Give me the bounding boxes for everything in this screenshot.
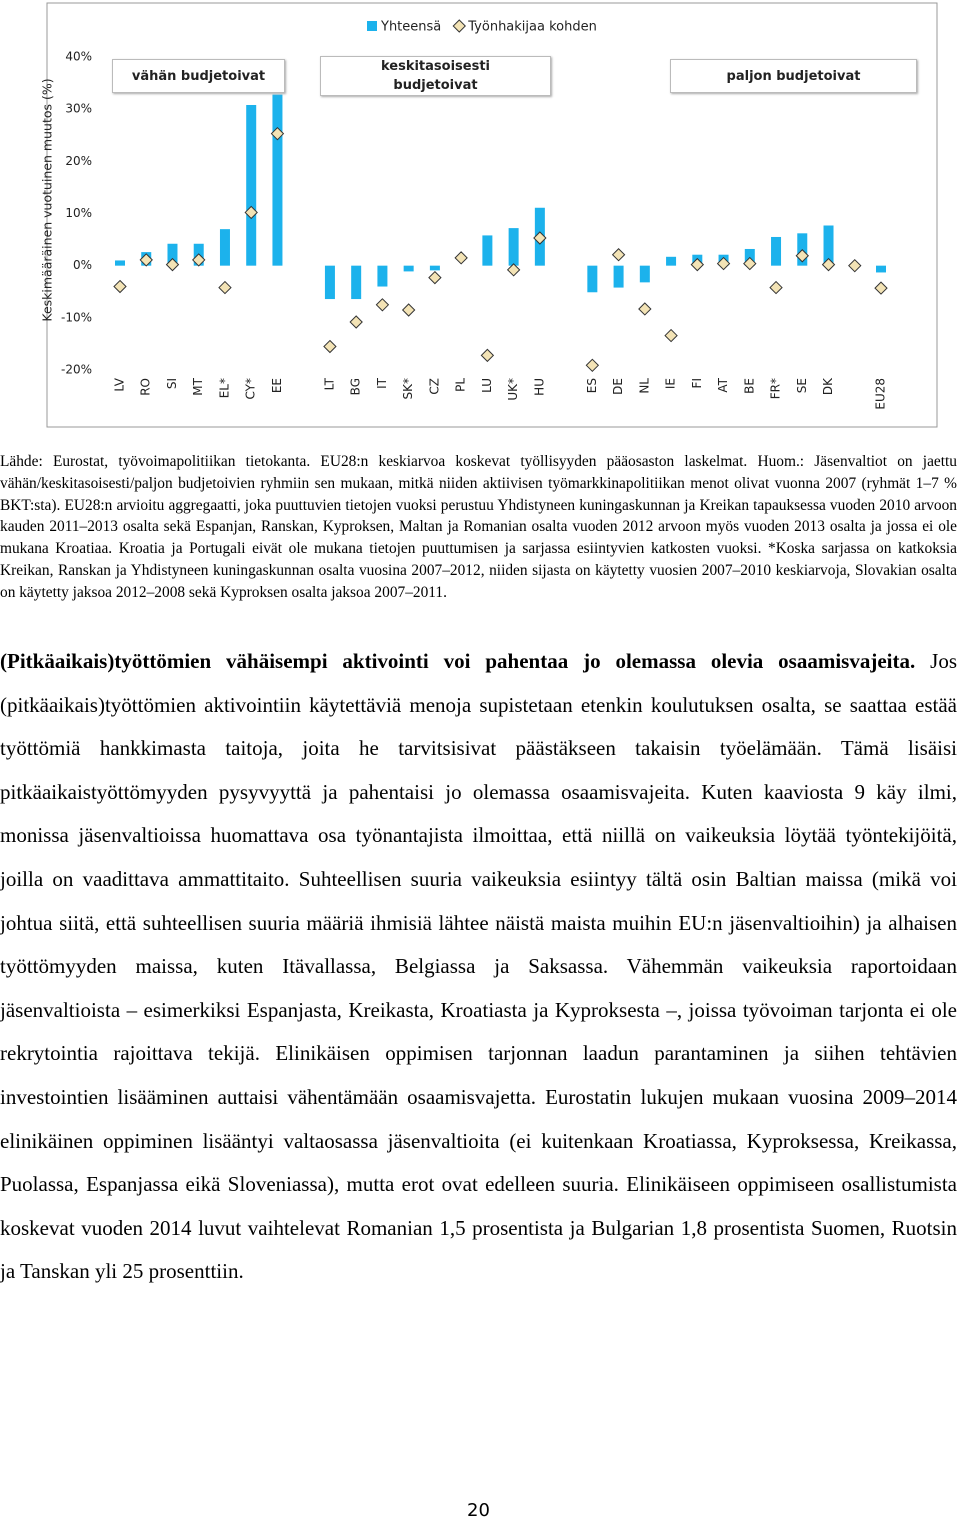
diamond-marker bbox=[113, 279, 127, 294]
diamond-marker bbox=[664, 328, 678, 343]
x-tick-label: ES bbox=[585, 378, 599, 393]
diamond-marker bbox=[611, 248, 626, 262]
bar bbox=[823, 225, 834, 266]
x-tick-label: AT bbox=[716, 377, 730, 392]
bar bbox=[876, 265, 886, 273]
y-tick-label: 40% bbox=[65, 50, 92, 64]
y-tick-label: 0% bbox=[73, 258, 92, 272]
x-tick-label: UK* bbox=[506, 378, 520, 401]
bar bbox=[246, 104, 257, 266]
x-tick-label: LU bbox=[480, 378, 494, 393]
legend-marker bbox=[367, 21, 377, 31]
bar bbox=[377, 265, 388, 287]
x-tick-label: LT bbox=[322, 377, 336, 390]
x-tick-label: NL bbox=[637, 378, 651, 394]
bar bbox=[613, 265, 624, 288]
legend-marker bbox=[452, 19, 466, 33]
x-tick-label: IE bbox=[664, 378, 678, 389]
x-tick-label: FI bbox=[690, 378, 704, 388]
bar bbox=[771, 236, 782, 266]
diamond-marker bbox=[690, 257, 705, 272]
bar bbox=[403, 265, 414, 272]
diamond-marker bbox=[743, 256, 757, 271]
group-label: keskitasoisesti budjetoivat bbox=[320, 56, 551, 96]
y-axis-label: Keskimääräinen vuotuinen muutos (%) bbox=[40, 78, 55, 321]
x-tick-label: MT bbox=[191, 377, 205, 395]
diamond-marker bbox=[480, 348, 495, 363]
x-tick-label: EL* bbox=[217, 378, 231, 398]
x-tick-label: HU bbox=[532, 378, 546, 396]
bar bbox=[272, 94, 283, 266]
diamond-marker bbox=[375, 298, 390, 312]
legend-label: Yhteensä bbox=[380, 20, 441, 35]
diamond-marker bbox=[716, 256, 731, 271]
diamond-marker bbox=[218, 280, 232, 295]
x-tick-label: DE bbox=[611, 378, 625, 395]
diamond-marker bbox=[769, 280, 783, 295]
diamond-marker bbox=[323, 339, 337, 354]
bar bbox=[666, 256, 677, 266]
x-tick-label: LV bbox=[113, 377, 127, 391]
diamond-marker bbox=[874, 281, 888, 295]
group-label: paljon budjetoivat bbox=[670, 59, 917, 93]
bar bbox=[167, 243, 178, 266]
legend-label: Työnhakijaa kohden bbox=[467, 20, 597, 35]
diamond-marker bbox=[795, 249, 809, 263]
diamond-marker bbox=[848, 258, 862, 273]
paragraph: (Pitkäaikais)työttömien vähäisempi aktiv… bbox=[0, 640, 957, 1294]
diamond-marker bbox=[244, 205, 258, 220]
diamond-marker bbox=[454, 251, 468, 265]
x-tick-label: BE bbox=[742, 378, 756, 394]
diamond-marker bbox=[139, 253, 153, 267]
bar bbox=[219, 229, 230, 266]
diamond-marker bbox=[270, 126, 285, 141]
diamond-marker bbox=[401, 303, 416, 317]
diamond-marker bbox=[349, 315, 363, 329]
x-tick-label: SE bbox=[795, 378, 809, 393]
x-tick-label: RO bbox=[139, 378, 153, 396]
bar bbox=[508, 228, 519, 266]
x-tick-label: SI bbox=[165, 378, 179, 389]
diamond-marker bbox=[428, 270, 442, 285]
x-tick-label: DK bbox=[821, 377, 835, 395]
group-label: vähän budjetoivat bbox=[112, 59, 285, 93]
bar bbox=[482, 235, 493, 266]
y-tick-label: 30% bbox=[65, 102, 92, 116]
y-tick-label: -10% bbox=[61, 310, 92, 324]
x-tick-label: CZ bbox=[427, 378, 441, 395]
lead: (Pitkäaikais)työttömien vähäisempi aktiv… bbox=[0, 649, 916, 673]
bar bbox=[429, 265, 440, 271]
x-tick-label: EE bbox=[270, 378, 284, 393]
page-number: 20 bbox=[467, 1500, 490, 1521]
body-text: Jos (pitkäaikais)työttömien aktivointiin… bbox=[0, 649, 958, 1284]
diamond-marker bbox=[821, 257, 836, 272]
x-tick-label: PL bbox=[454, 378, 468, 392]
x-tick-label: CY* bbox=[244, 378, 258, 400]
diamond-marker bbox=[192, 253, 206, 267]
diamond-marker bbox=[638, 302, 652, 316]
x-tick-label: SK* bbox=[401, 378, 415, 400]
bar bbox=[587, 265, 598, 293]
bar bbox=[115, 260, 125, 266]
bar bbox=[639, 265, 650, 283]
y-tick-label: 20% bbox=[65, 154, 92, 168]
group-text: vähän budjetoivat bbox=[131, 68, 266, 84]
y-tick-label: -20% bbox=[61, 363, 92, 377]
source-note: Lähde: Eurostat, työvoimapolitiikan tiet… bbox=[0, 453, 957, 601]
group-text: keskitasoisesti budjetoivat bbox=[380, 59, 491, 93]
x-tick-label: FR* bbox=[769, 378, 783, 399]
diamond-marker bbox=[165, 257, 180, 272]
y-tick-label: 10% bbox=[65, 206, 92, 220]
x-tick-label: BG bbox=[349, 378, 363, 395]
diamond-marker bbox=[533, 231, 547, 245]
bar bbox=[324, 265, 335, 300]
diamond-marker bbox=[585, 358, 600, 373]
group-text: paljon budjetoivat bbox=[726, 68, 861, 84]
diamond-marker bbox=[506, 263, 521, 277]
x-tick-label: IT bbox=[375, 377, 389, 389]
bar bbox=[351, 265, 362, 300]
x-tick-label: EU28 bbox=[874, 378, 888, 410]
